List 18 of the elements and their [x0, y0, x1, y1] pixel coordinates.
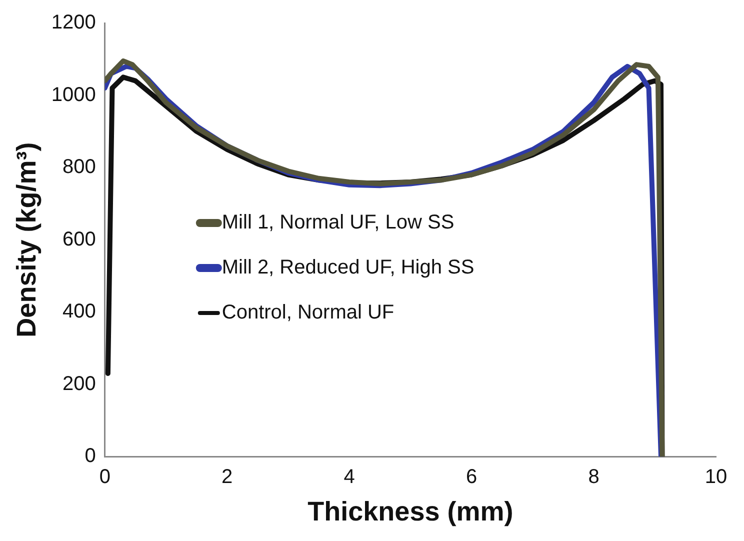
x-tick-label: 4 [344, 466, 355, 488]
legend-label: Control, Normal UF [222, 302, 394, 324]
x-axis-title: Thickness (mm) [308, 496, 514, 526]
y-axis-title: Density (kg/m³) [12, 142, 42, 338]
x-tick-label: 2 [222, 466, 233, 488]
x-tick-label: 0 [99, 466, 110, 488]
x-tick-label: 6 [466, 466, 478, 488]
x-tick-label: 10 [704, 466, 728, 488]
legend-label: Mill 2, Reduced UF, High SS [222, 256, 474, 279]
y-tick-label: 1000 [51, 84, 96, 106]
y-tick-label: 200 [62, 372, 96, 395]
y-tick-label: 800 [62, 156, 96, 178]
legend-label: Mill 1, Normal UF, Low SS [222, 212, 454, 234]
y-tick-label: 0 [84, 445, 96, 468]
y-tick-label: 400 [62, 300, 96, 323]
x-tick-label: 8 [588, 466, 600, 488]
y-tick-label: 1200 [51, 12, 96, 34]
y-tick-label: 600 [62, 228, 96, 250]
